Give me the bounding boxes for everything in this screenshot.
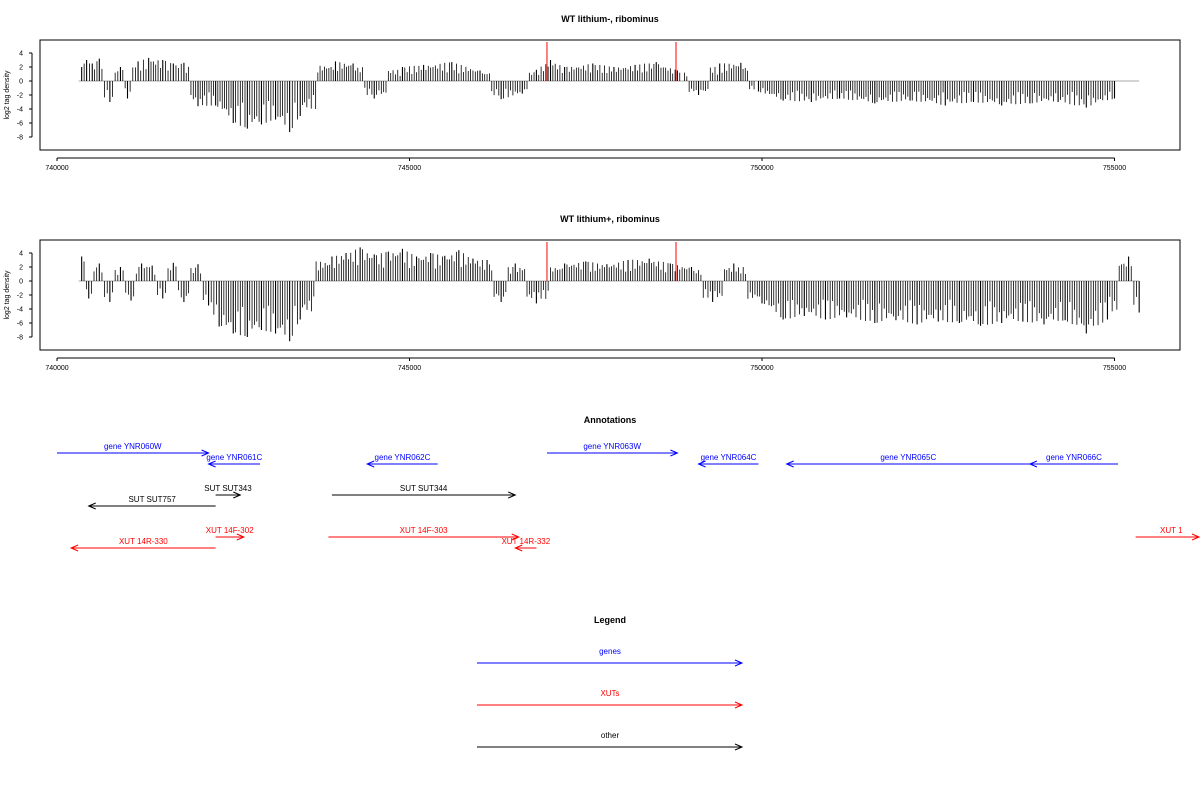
annotation-label: XUT 14R-330 <box>119 537 168 546</box>
legend-label-xuts: XUTs <box>600 689 619 698</box>
legend-title: Legend <box>594 615 626 625</box>
annotation-arrow <box>215 491 242 499</box>
x-tick-label: 755000 <box>1103 165 1126 172</box>
x-tick-label: 745000 <box>398 165 421 172</box>
y-tick-label: 2 <box>19 65 23 72</box>
arrow-head <box>236 533 246 541</box>
x-tick-label: 740000 <box>45 365 68 372</box>
annotation-label: XUT 1 <box>1160 526 1183 535</box>
annotation-arrow <box>1135 533 1200 541</box>
legend-arrow-xuts <box>477 701 744 709</box>
annotation-arrow <box>513 544 537 552</box>
legend-label-genes: genes <box>599 647 621 656</box>
annotation-arrow <box>785 460 1030 468</box>
annotation-label: XUT 14F-303 <box>400 526 448 535</box>
arrow-head <box>508 491 517 499</box>
x-tick-label: 740000 <box>45 165 68 172</box>
y-tick-label: 0 <box>19 79 23 86</box>
chart-title: WT lithium+, ribominus <box>560 214 660 224</box>
arrow-head <box>734 701 744 709</box>
annotation-arrow <box>207 460 261 468</box>
annotation-label: gene YNR065C <box>880 453 936 462</box>
arrow-head <box>207 460 216 468</box>
y-tick-label: -2 <box>17 293 23 300</box>
y-tick-label: -4 <box>17 107 23 114</box>
arrow-head <box>201 449 210 457</box>
arrow-head <box>511 533 521 541</box>
annotation-label: gene YNR063W <box>583 442 641 451</box>
arrow-head <box>697 460 706 468</box>
annotation-arrow <box>69 544 216 552</box>
annotations-title: Annotations <box>584 415 637 425</box>
y-axis-label: log2 tag density <box>4 70 11 120</box>
y-tick-label: 4 <box>19 251 23 258</box>
annotation-arrow <box>365 460 438 468</box>
y-tick-label: -8 <box>17 335 23 342</box>
legend-arrow-genes <box>477 659 744 667</box>
y-tick-label: 2 <box>19 265 23 272</box>
arrow-head <box>233 491 242 499</box>
annotation-label: SUT SUT757 <box>128 495 176 504</box>
annotation-label: XUT 14R-332 <box>501 537 550 546</box>
arrow-head <box>69 544 79 552</box>
annotation-arrow <box>87 502 216 510</box>
arrow-head <box>87 502 96 510</box>
annotation-arrow <box>331 491 517 499</box>
y-axis-label: log2 tag density <box>4 270 11 320</box>
y-tick-label: -6 <box>17 121 23 128</box>
legend-label-other: other <box>601 731 620 740</box>
legend-arrow-other <box>477 743 744 751</box>
arrow-head <box>734 743 744 751</box>
x-tick-label: 745000 <box>398 365 421 372</box>
annotation-arrow <box>546 449 679 457</box>
annotation-label: gene YNR062C <box>375 453 431 462</box>
chart-title: WT lithium-, ribominus <box>561 14 659 24</box>
annotation-label: gene YNR064C <box>701 453 757 462</box>
y-tick-label: -8 <box>17 135 23 142</box>
annotation-arrow <box>215 533 246 541</box>
arrow-head <box>1028 460 1038 468</box>
annotation-arrow <box>697 460 759 468</box>
annotation-label: XUT 14F-302 <box>206 526 254 535</box>
arrow-head <box>734 659 744 667</box>
y-tick-label: -2 <box>17 93 23 100</box>
plot-frame <box>39 39 1181 151</box>
annotation-arrow <box>57 449 210 457</box>
x-tick-label: 750000 <box>750 165 773 172</box>
annotation-arrow <box>328 533 521 541</box>
annotation-label: gene YNR061C <box>206 453 262 462</box>
plot-frame <box>39 239 1181 351</box>
annotation-label: gene YNR066C <box>1046 453 1102 462</box>
arrow-head <box>670 449 679 457</box>
x-tick-label: 755000 <box>1103 365 1126 372</box>
x-tick-label: 750000 <box>750 365 773 372</box>
y-tick-label: 0 <box>19 279 23 286</box>
y-tick-label: -4 <box>17 307 23 314</box>
annotation-label: gene YNR060W <box>104 442 162 451</box>
annotation-label: SUT SUT344 <box>400 484 448 493</box>
annotation-arrow <box>1028 460 1119 468</box>
arrow-head <box>513 544 523 552</box>
annotation-label: SUT SUT343 <box>204 484 252 493</box>
arrow-head <box>785 460 794 468</box>
arrow-head <box>1191 533 1200 541</box>
y-tick-label: -6 <box>17 321 23 328</box>
arrow-head <box>365 460 375 468</box>
y-tick-label: 4 <box>19 51 23 58</box>
